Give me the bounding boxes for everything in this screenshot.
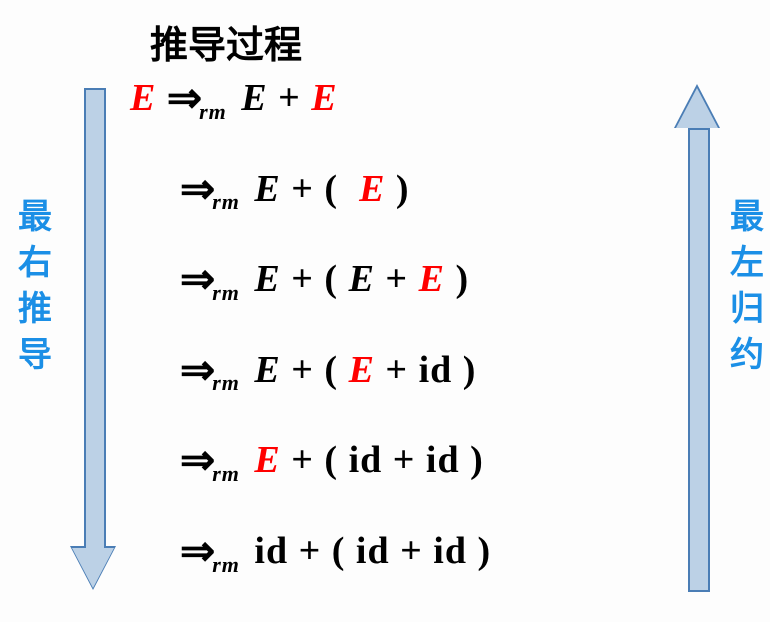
- tok-sp: [281, 168, 292, 210]
- tok-E: E: [254, 349, 280, 391]
- tok-sp: [408, 258, 419, 300]
- tok-derives: ⇒: [180, 257, 216, 303]
- tok-id: id: [433, 530, 467, 572]
- tok-derives: ⇒: [180, 438, 216, 484]
- tok-sp: [268, 77, 279, 119]
- tok-sp: [244, 530, 255, 572]
- tok-lp: (: [324, 168, 338, 210]
- tok-sp: [244, 258, 255, 300]
- tok-sp: [156, 77, 167, 119]
- tok-rp: ): [470, 439, 484, 481]
- derivation-line: ⇒rm E + ( E + id ): [130, 350, 491, 395]
- tok-lp: (: [324, 258, 338, 300]
- tok-sp: [382, 439, 393, 481]
- tok-sp: [338, 258, 349, 300]
- tok-sp: [452, 349, 463, 391]
- tok-sp: [231, 77, 242, 119]
- derivation-line: ⇒rm E + ( E ): [130, 169, 491, 214]
- tok-id: id: [349, 439, 383, 481]
- tok-rm: rm: [199, 99, 227, 124]
- tok-E: E: [241, 77, 267, 119]
- tok-sp: [244, 439, 255, 481]
- tok-plus: +: [291, 258, 314, 300]
- tok-sp: [244, 349, 255, 391]
- tok-sp: [460, 439, 471, 481]
- tok-rp: ): [463, 349, 477, 391]
- tok-sp: [467, 530, 478, 572]
- tok-id: id: [426, 439, 460, 481]
- derivation-line: ⇒rm E + ( E + E ): [130, 259, 491, 304]
- derivation-line: ⇒rm id + ( id + id ): [130, 531, 491, 576]
- tok-lp: (: [324, 439, 338, 481]
- tok-E: E: [349, 349, 375, 391]
- tok-plus: +: [291, 168, 314, 210]
- tok-sp: [244, 168, 255, 210]
- tok-sp: [281, 439, 292, 481]
- tok-sp: [345, 530, 356, 572]
- tok-sp: [385, 168, 396, 210]
- tok-sp: [349, 168, 360, 210]
- tok-sp: [338, 349, 349, 391]
- tok-E: E: [254, 439, 280, 481]
- derivation-line: E ⇒rm E + E: [130, 78, 491, 123]
- tok-sp: [301, 77, 312, 119]
- tok-plus: +: [291, 439, 314, 481]
- left-label-rightmost-derivation: 最 右 推 导: [18, 195, 52, 379]
- tok-sp: [314, 439, 325, 481]
- tok-lp: (: [332, 530, 346, 572]
- tok-sp: [314, 349, 325, 391]
- tok-plus: +: [400, 530, 423, 572]
- tok-rp: ): [455, 258, 469, 300]
- title: 推导过程: [150, 14, 302, 69]
- tok-rm: rm: [212, 189, 240, 214]
- tok-plus: +: [385, 349, 408, 391]
- tok-rm: rm: [212, 461, 240, 486]
- tok-derives: ⇒: [167, 76, 203, 122]
- tok-E: E: [254, 168, 280, 210]
- tok-sp: [415, 439, 426, 481]
- tok-sp: [375, 258, 386, 300]
- tok-derives: ⇒: [180, 167, 216, 213]
- tok-id: id: [419, 349, 453, 391]
- tok-sp: [408, 349, 419, 391]
- tok-E: E: [130, 77, 156, 119]
- tok-derives: ⇒: [180, 529, 216, 575]
- tok-E: E: [349, 258, 375, 300]
- tok-sp: [338, 439, 349, 481]
- tok-sp: [375, 349, 386, 391]
- tok-sp: [314, 258, 325, 300]
- tok-sp: [423, 530, 434, 572]
- tok-plus: +: [385, 258, 408, 300]
- tok-sp: [338, 168, 349, 210]
- tok-rm: rm: [212, 552, 240, 577]
- tok-plus: +: [278, 77, 301, 119]
- tok-rp: ): [396, 168, 410, 210]
- derivation-line: ⇒rm E + ( id + id ): [130, 440, 491, 485]
- tok-id: id: [356, 530, 390, 572]
- tok-lp: (: [324, 349, 338, 391]
- tok-sp: [445, 258, 456, 300]
- tok-plus: +: [393, 439, 416, 481]
- tok-E: E: [359, 168, 385, 210]
- right-up-arrow: [676, 88, 718, 588]
- tok-sp: [390, 530, 401, 572]
- tok-E: E: [419, 258, 445, 300]
- tok-derives: ⇒: [180, 348, 216, 394]
- right-label-leftmost-reduction: 最 左 归 约: [730, 195, 764, 379]
- tok-E: E: [254, 258, 280, 300]
- tok-id: id: [254, 530, 288, 572]
- left-down-arrow: [72, 88, 114, 588]
- tok-E: E: [311, 77, 337, 119]
- tok-sp: [321, 530, 332, 572]
- tok-rm: rm: [212, 370, 240, 395]
- tok-sp: [288, 530, 299, 572]
- tok-plus: +: [291, 349, 314, 391]
- tok-plus: +: [299, 530, 322, 572]
- tok-sp: [281, 349, 292, 391]
- tok-sp: [314, 168, 325, 210]
- tok-rp: ): [477, 530, 491, 572]
- derivation-body: E ⇒rm E + E⇒rm E + ( E )⇒rm E + ( E + E …: [130, 78, 491, 622]
- tok-rm: rm: [212, 280, 240, 305]
- tok-sp: [281, 258, 292, 300]
